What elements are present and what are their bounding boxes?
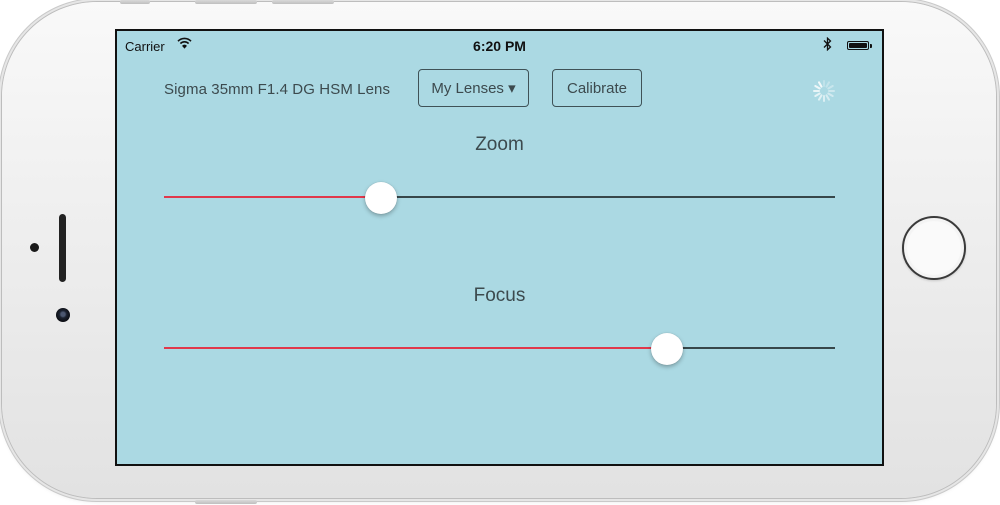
app-display: Carrier 6:20 PM Sigma 35mm F1.4 DG HSM L… — [117, 31, 882, 464]
focus-slider[interactable] — [164, 333, 835, 365]
battery-icon — [847, 41, 869, 50]
carrier-label: Carrier — [125, 39, 165, 54]
screen-bezel: Carrier 6:20 PM Sigma 35mm F1.4 DG HSM L… — [115, 29, 884, 466]
clock-time: 6:20 PM — [473, 38, 526, 54]
zoom-slider-track — [164, 196, 835, 198]
zoom-slider[interactable] — [164, 182, 835, 214]
focus-slider-thumb[interactable] — [651, 333, 684, 365]
spinner-spoke — [827, 85, 834, 90]
my-lenses-button[interactable]: My Lenses ▾ — [418, 69, 529, 107]
spinner-icon — [812, 79, 836, 103]
spinner-spoke — [818, 81, 823, 88]
status-bar: Carrier 6:20 PM — [117, 31, 882, 59]
calibrate-button[interactable]: Calibrate — [552, 69, 642, 107]
battery-tip — [870, 44, 872, 48]
earpiece-speaker — [59, 214, 66, 282]
bluetooth-icon — [823, 36, 832, 54]
volume-down-button — [272, 0, 334, 4]
spinner-spoke — [825, 94, 830, 101]
proximity-sensor — [30, 243, 39, 252]
zoom-label: Zoom — [475, 134, 524, 155]
volume-up-button — [195, 0, 257, 4]
zoom-slider-thumb[interactable] — [364, 182, 397, 214]
zoom-slider-fill — [164, 196, 381, 198]
spinner-spoke — [818, 94, 823, 101]
mute-switch — [120, 0, 150, 4]
focus-label: Focus — [473, 285, 526, 306]
front-camera — [56, 308, 70, 322]
spinner-spoke — [827, 92, 834, 97]
spinner-spoke — [814, 85, 821, 90]
focus-slider-fill — [164, 347, 668, 349]
spinner-spoke — [825, 81, 830, 88]
power-button — [195, 500, 257, 504]
spinner-spoke — [814, 92, 821, 97]
wifi-icon — [177, 37, 192, 52]
lens-name-label: Sigma 35mm F1.4 DG HSM Lens — [164, 81, 391, 98]
home-button[interactable] — [902, 216, 966, 280]
